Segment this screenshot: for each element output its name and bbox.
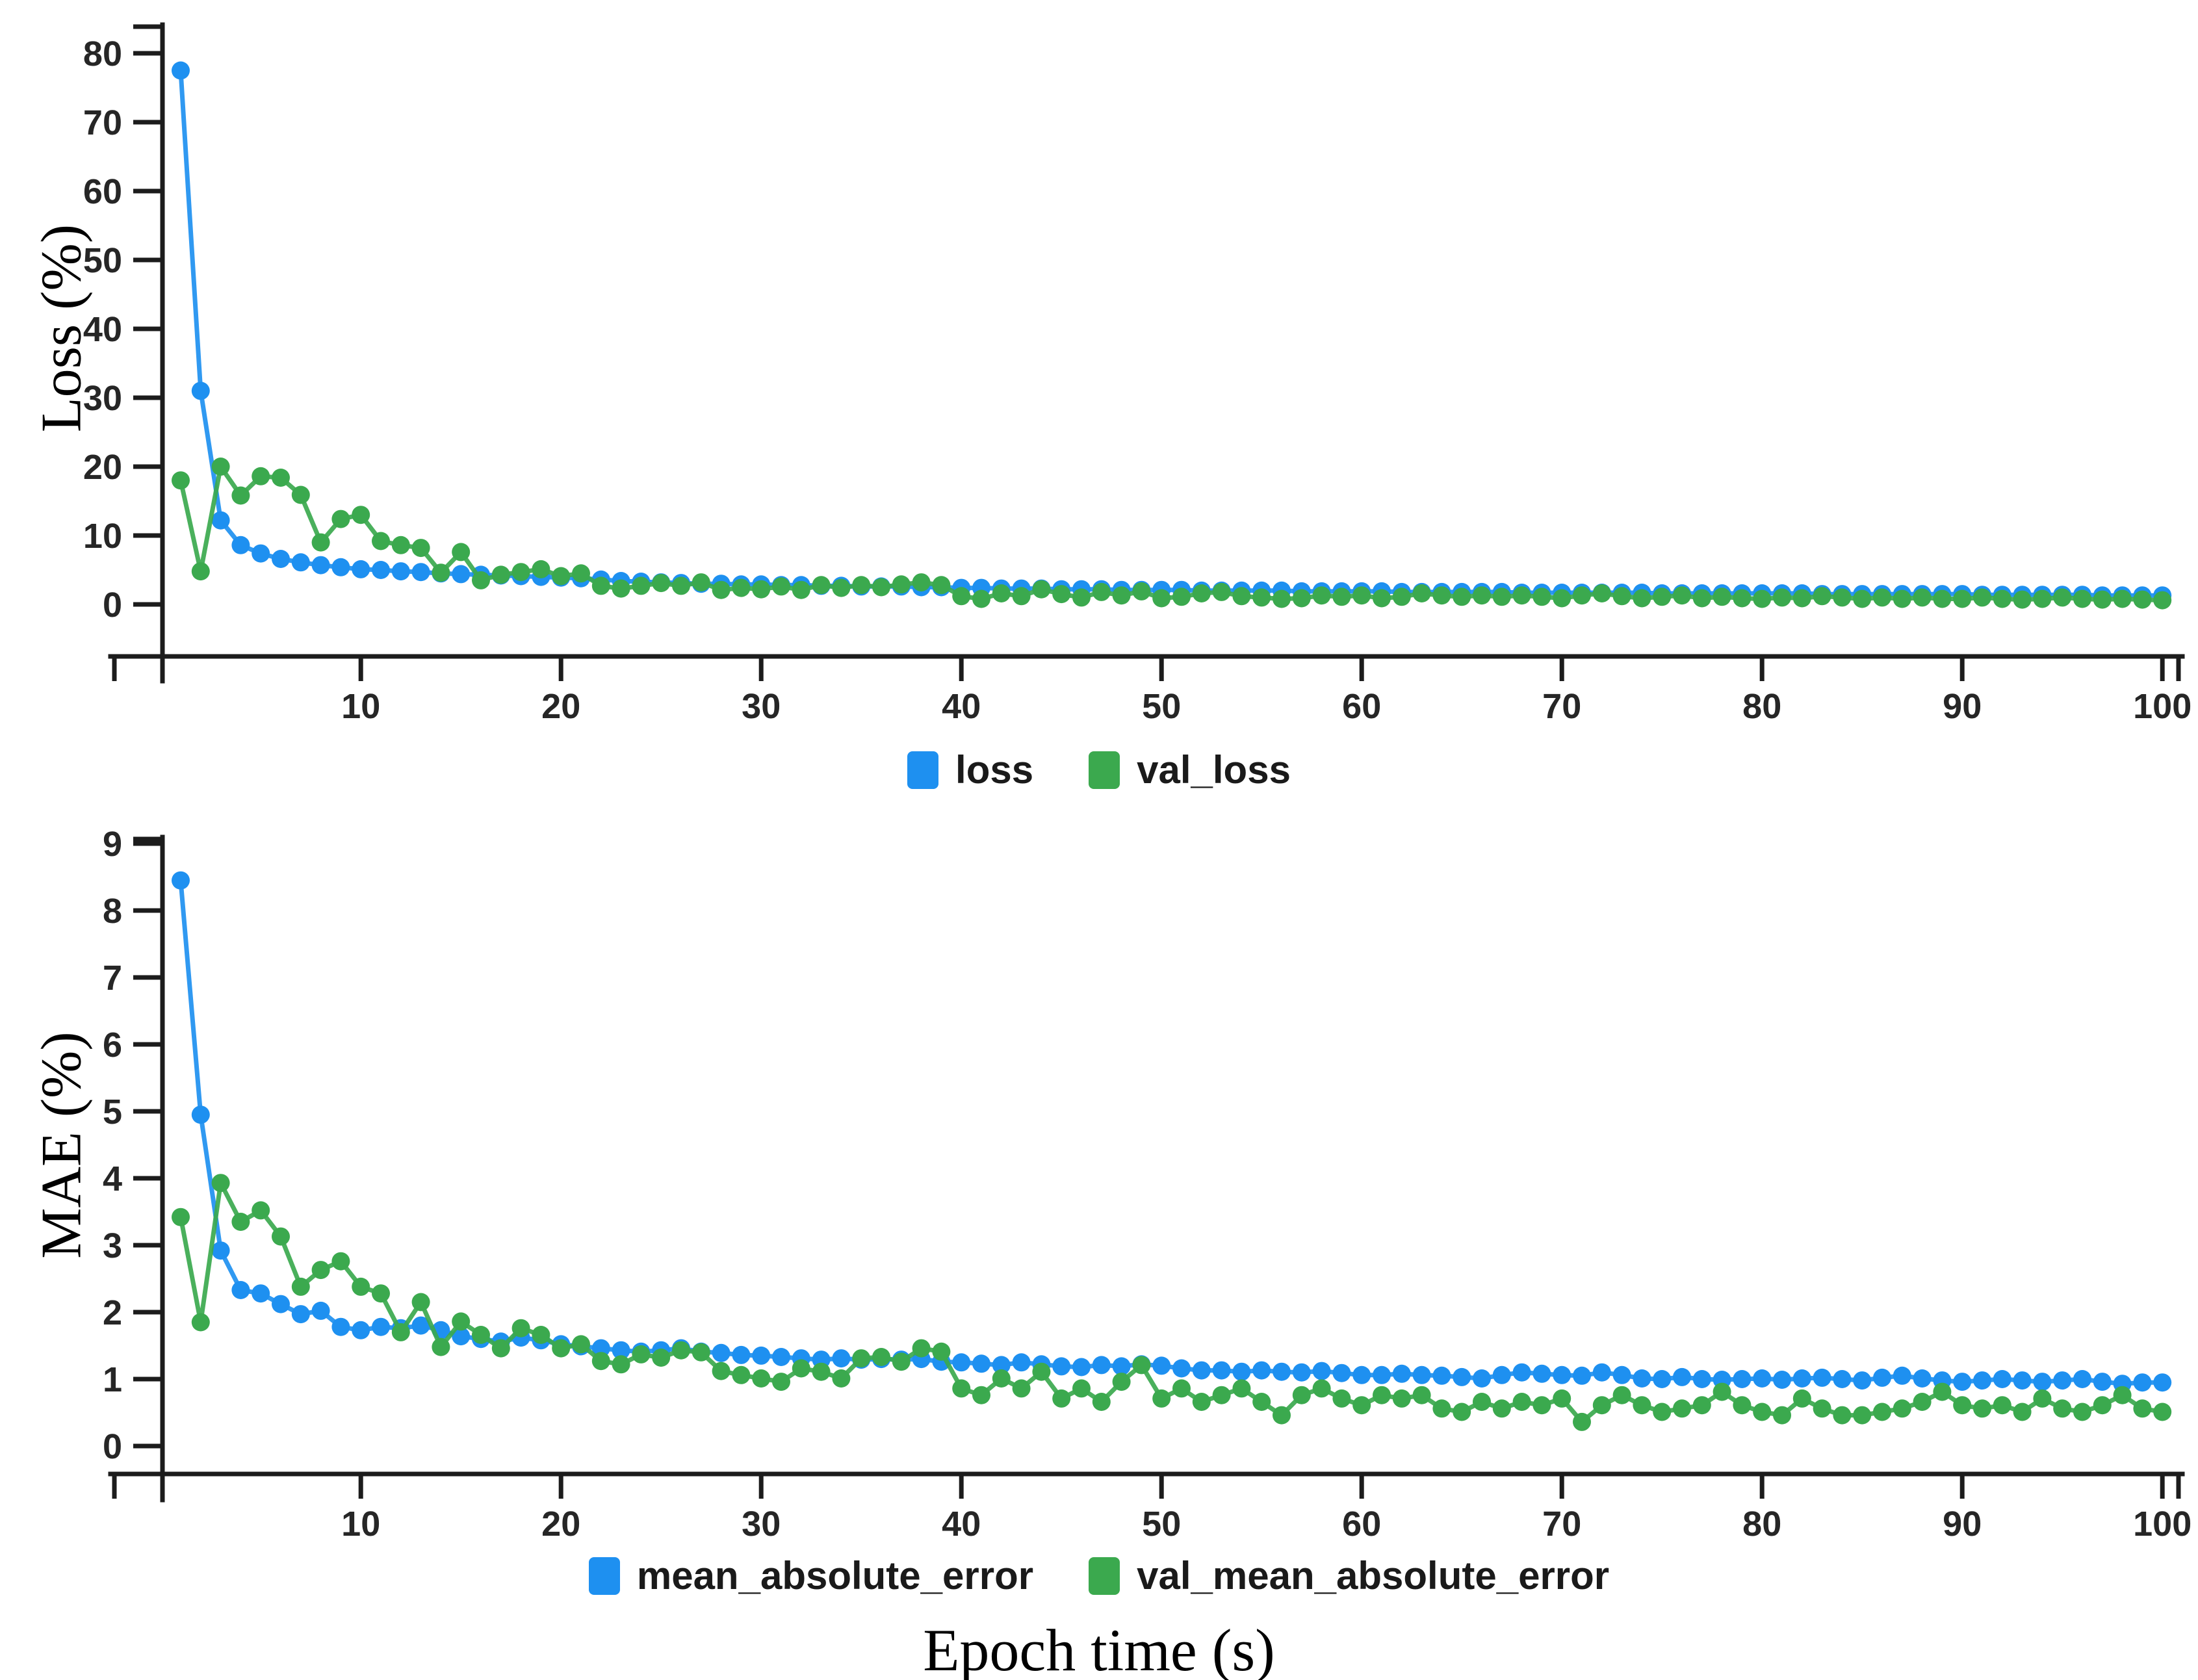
mae-y-tick-label: 5 [103, 1092, 122, 1131]
loss-y-tick-label: 30 [83, 379, 122, 418]
mae-y-tick-label: 8 [103, 892, 122, 931]
mae-x-tick-label: 20 [541, 1505, 580, 1544]
mae-y-tick-label: 3 [103, 1226, 122, 1265]
loss-y-tick-label: 70 [83, 103, 122, 142]
mae-y-tick-label: 4 [103, 1159, 122, 1198]
loss-x-tick-label: 90 [1943, 687, 1982, 726]
legend-swatch-loss [907, 751, 939, 789]
legend-item-val_loss: val_loss [1089, 747, 1291, 792]
mean_absolute_error-series-line [178, 880, 2163, 1386]
loss-x-tick-label: 20 [541, 687, 580, 726]
mae-x-tick-label: 40 [942, 1505, 981, 1544]
loss-y-tick-label: 60 [83, 172, 122, 211]
mae-x-tick-label: 60 [1342, 1505, 1381, 1544]
mae-y-tick-label: 6 [103, 1026, 122, 1065]
val_mean_absolute_error-series-line [178, 1175, 2163, 1425]
loss-x-tick-label: 60 [1342, 687, 1381, 726]
mae-x-tick-label: 100 [2133, 1505, 2192, 1544]
legend-label-val_loss: val_loss [1137, 748, 1291, 792]
mae-y-tick-label: 1 [103, 1360, 122, 1399]
mae-x-tick-label: 30 [742, 1505, 781, 1544]
loss-series-line [178, 70, 2163, 598]
legend-item-loss: loss [907, 747, 1033, 792]
legend-item-mean_absolute_error: mean_absolute_error [588, 1553, 1034, 1598]
val_loss-series-markers [172, 458, 2172, 610]
legend-swatch-mean_absolute_error [588, 1557, 620, 1595]
loss-y-tick-label: 50 [83, 241, 122, 280]
legend-label-loss: loss [955, 748, 1034, 792]
loss-x-tick-label: 40 [942, 687, 981, 726]
legend-item-val_mean_absolute_error: val_mean_absolute_error [1089, 1553, 1609, 1598]
loss-x-tick-label: 30 [742, 687, 781, 726]
mae-x-tick-label: 70 [1542, 1505, 1581, 1544]
loss-legend: loss val_loss [0, 747, 2198, 792]
loss-x-tick-label: 100 [2133, 687, 2192, 726]
mae-x-tick-label: 50 [1142, 1505, 1181, 1544]
mae-y-tick-label: 7 [103, 959, 122, 998]
legend-swatch-val_loss [1089, 751, 1120, 789]
mae-legend: mean_absolute_error val_mean_absolute_err… [0, 1553, 2198, 1598]
loss-axis-title: Loss (%) [30, 224, 94, 433]
loss-chart: 0 10 20 30 40 50 60 70 80 10 20 30 40 50 60 70 80 90 100 [83, 22, 2192, 726]
mean_absolute_error-series-markers [172, 871, 2172, 1393]
mae-y-tick-label: 0 [103, 1427, 122, 1466]
mae-y-tick-label: 9 [103, 825, 122, 864]
mae-x-tick-label: 10 [341, 1505, 380, 1544]
val_loss-series-line [178, 461, 2163, 603]
mae-x-tick-label: 80 [1742, 1505, 1781, 1544]
loss-y-tick-label: 10 [83, 517, 122, 556]
val_mean_absolute_error-series-markers [172, 1174, 2172, 1431]
loss-y-tick-label: 0 [103, 586, 122, 625]
loss-x-tick-label: 10 [341, 687, 380, 726]
loss-x-tick-label: 80 [1742, 687, 1781, 726]
mae-y-tick-label: 2 [103, 1293, 122, 1332]
legend-label-val_mean_absolute_error: val_mean_absolute_error [1137, 1554, 1610, 1597]
mae-x-tick-label: 90 [1943, 1505, 1982, 1544]
mae-chart: 0 1 2 3 4 5 6 7 8 9 10 20 30 40 50 60 70 80 90 100 [103, 825, 2192, 1544]
loss-x-tick-label: 70 [1542, 687, 1581, 726]
mae-axis-title: MAE (%) [30, 1031, 94, 1259]
loss-y-tick-label: 20 [83, 448, 122, 487]
x-axis-title: Epoch time (s) [923, 1617, 1275, 1680]
legend-label-mean_absolute_error: mean_absolute_error [636, 1554, 1034, 1597]
loss-y-tick-label: 80 [83, 34, 122, 73]
legend-swatch-val_mean_absolute_error [1089, 1557, 1120, 1595]
loss-y-tick-label: 40 [83, 310, 122, 349]
loss-x-tick-label: 50 [1142, 687, 1181, 726]
loss-series-markers [172, 61, 2172, 605]
